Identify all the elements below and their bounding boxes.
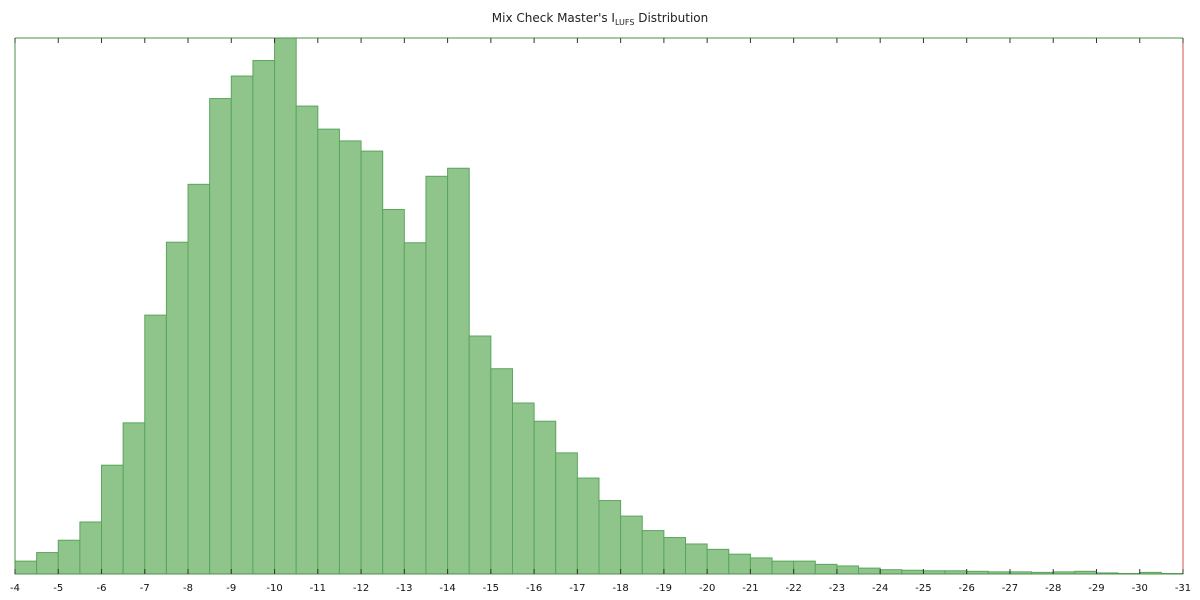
histogram-bar xyxy=(685,543,708,575)
x-tick-label: -6 xyxy=(97,583,107,594)
histogram-bar xyxy=(338,140,362,575)
x-tick-label: -12 xyxy=(353,583,369,594)
histogram-bar xyxy=(425,175,449,575)
x-tick-label: -19 xyxy=(656,583,672,594)
histogram-bar xyxy=(879,569,903,575)
x-tick-label: -10 xyxy=(266,583,282,594)
histogram-bar xyxy=(555,452,578,575)
histogram-bar xyxy=(598,500,622,575)
x-tick-label: -31 xyxy=(1175,583,1191,594)
histogram-bar xyxy=(122,422,146,575)
histogram-bar xyxy=(576,477,600,575)
chart-title-suffix: Distribution xyxy=(634,11,709,25)
histogram-bar xyxy=(858,567,881,575)
x-tick-label: -17 xyxy=(569,583,585,594)
histogram-bar xyxy=(814,563,838,575)
histogram-bar xyxy=(403,242,427,575)
x-tick-label: -22 xyxy=(785,583,801,594)
x-tick-label: -20 xyxy=(699,583,715,594)
histogram-bar xyxy=(663,537,687,575)
x-tick-label: -15 xyxy=(483,583,499,594)
x-tick-label: -23 xyxy=(829,583,845,594)
histogram-bar xyxy=(511,402,535,575)
histogram-bar xyxy=(771,560,795,575)
histogram-bar xyxy=(187,183,211,575)
histogram-bar xyxy=(382,209,405,575)
x-tick-label: -14 xyxy=(439,583,455,594)
histogram-bar xyxy=(901,569,924,575)
x-tick-label: -18 xyxy=(612,583,628,594)
x-axis-ticks: -4 -5 -6 -7 -8 -9 -10 -11 -12 -13 -14 -15 -16 -17 -18 -… xyxy=(10,38,1191,594)
histogram-bar xyxy=(144,314,167,575)
x-tick-label: -28 xyxy=(1045,583,1061,594)
histogram-bar xyxy=(101,464,124,575)
histogram-bar xyxy=(490,368,513,575)
histogram-bar xyxy=(209,98,232,575)
chart-title-subscript: LUFS xyxy=(614,18,635,27)
x-tick-label: -4 xyxy=(10,583,20,594)
histogram-bar xyxy=(57,539,81,575)
x-tick-label: -16 xyxy=(526,583,542,594)
histogram-bar xyxy=(620,515,643,575)
histogram-bar xyxy=(706,548,730,575)
x-tick-label: -27 xyxy=(1002,583,1018,594)
histogram-bar xyxy=(79,521,103,575)
histogram-bar xyxy=(468,335,492,575)
histogram-bar xyxy=(533,420,557,575)
chart-axes xyxy=(14,37,1184,575)
histogram-bar xyxy=(836,565,860,575)
histogram-bar xyxy=(447,167,470,575)
x-tick-label: -11 xyxy=(310,583,326,594)
x-tick-label: -24 xyxy=(872,583,888,594)
histogram-bar xyxy=(230,75,254,575)
histogram-bar xyxy=(641,530,665,575)
x-tick-label: -7 xyxy=(140,583,150,594)
histogram-bar xyxy=(360,150,384,575)
histogram-bar xyxy=(165,241,189,575)
histogram-bar xyxy=(252,60,276,575)
x-tick-label: -30 xyxy=(1132,583,1148,594)
histogram-bar xyxy=(749,557,773,575)
x-tick-label: -29 xyxy=(1088,583,1104,594)
histogram-bar xyxy=(295,105,319,575)
x-tick-label: -13 xyxy=(396,583,412,594)
histogram-bar xyxy=(14,560,38,575)
x-tick-label: -26 xyxy=(959,583,975,594)
histogram-bar xyxy=(728,553,751,575)
histogram-bar xyxy=(274,37,297,575)
chart-title: Mix Check Master's ILUFS Distribution xyxy=(0,11,1200,27)
x-tick-label: -5 xyxy=(53,583,63,594)
histogram-bar xyxy=(793,560,816,575)
chart-title-prefix: Mix Check Master's I xyxy=(491,11,615,25)
histogram-bars xyxy=(14,37,1184,575)
x-tick-label: -8 xyxy=(183,583,193,594)
histogram-bar xyxy=(317,128,340,575)
histogram-bar xyxy=(36,552,59,575)
x-tick-label: -25 xyxy=(915,583,931,594)
x-tick-label: -21 xyxy=(742,583,758,594)
x-tick-label: -9 xyxy=(226,583,236,594)
